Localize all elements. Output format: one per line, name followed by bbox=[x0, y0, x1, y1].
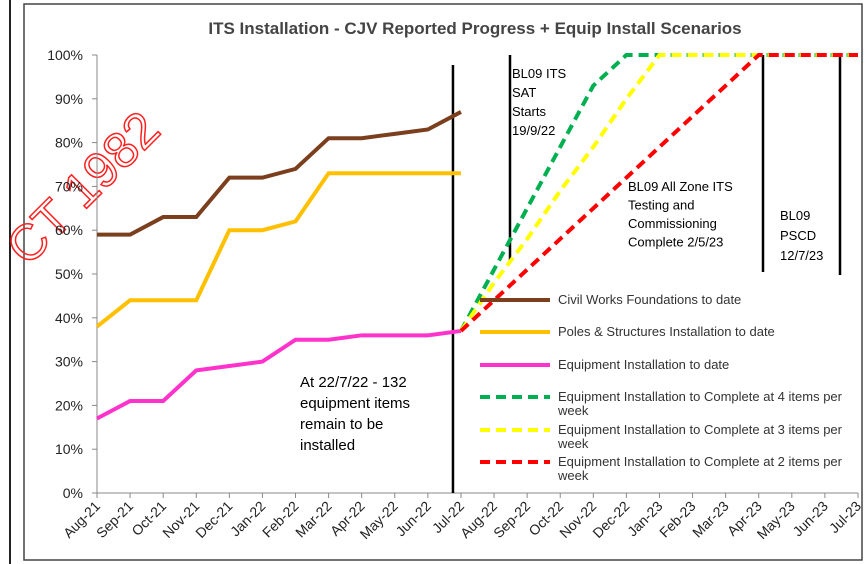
y-tick-label: 60% bbox=[55, 222, 83, 238]
x-tick-label: Dec-21 bbox=[192, 498, 235, 541]
y-tick-label: 80% bbox=[55, 135, 83, 151]
watermark: CT 1982 bbox=[0, 101, 170, 276]
annotation: equipment items bbox=[300, 395, 410, 412]
x-tick-label: May-23 bbox=[754, 498, 798, 542]
legend-label: Poles & Structures Installation to date bbox=[558, 324, 775, 339]
annotation: 12/7/23 bbox=[780, 248, 823, 263]
annotation: installed bbox=[300, 437, 355, 454]
annotation: remain to be bbox=[300, 416, 383, 433]
series-line bbox=[95, 171, 461, 329]
annotation: Commissioning bbox=[628, 216, 717, 231]
y-tick-label: 50% bbox=[55, 266, 83, 282]
x-tick-label: Feb-23 bbox=[656, 498, 699, 541]
y-tick-label: 10% bbox=[55, 441, 83, 457]
series-line bbox=[97, 110, 462, 237]
annotation: At 22/7/22 - 132 bbox=[300, 374, 407, 391]
annotation: BL09 ITS bbox=[512, 66, 567, 81]
x-tick-label: Jun-23 bbox=[789, 498, 831, 540]
x-tick-label: Mar-22 bbox=[292, 498, 335, 541]
x-tick-label: May-22 bbox=[357, 498, 401, 542]
chart-title: ITS Installation - CJV Reported Progress… bbox=[208, 19, 741, 38]
annotation: Complete 2/5/23 bbox=[628, 235, 723, 250]
annotation: Starts bbox=[512, 104, 546, 119]
x-tick-label: Jun-22 bbox=[392, 498, 434, 540]
x-tick-label: Mar-23 bbox=[689, 498, 732, 541]
y-tick-label: 90% bbox=[55, 91, 83, 107]
y-tick-label: 0% bbox=[63, 485, 83, 501]
y-tick-label: 20% bbox=[55, 397, 83, 413]
y-tick-label: 70% bbox=[55, 178, 83, 194]
x-tick-label: Dec-22 bbox=[589, 498, 632, 541]
y-tick-label: 30% bbox=[55, 354, 83, 370]
annotation: Testing and bbox=[628, 198, 695, 213]
legend-label: Equipment Installation to Complete at 3 … bbox=[558, 422, 842, 451]
x-tick-label: Sep-21 bbox=[93, 498, 136, 541]
annotation: SAT bbox=[512, 85, 536, 100]
legend-label: Equipment Installation to Complete at 4 … bbox=[558, 389, 842, 418]
legend-label: Equipment Installation to Complete at 2 … bbox=[558, 454, 842, 483]
y-tick-label: 40% bbox=[55, 310, 83, 326]
series-line bbox=[96, 328, 462, 421]
legend-label: Equipment Installation to date bbox=[558, 357, 730, 372]
y-tick-label: 100% bbox=[47, 47, 83, 63]
x-tick-label: Jul-23 bbox=[826, 498, 864, 536]
chart-frame bbox=[23, 3, 863, 561]
series-line bbox=[459, 53, 858, 333]
annotation: BL09 bbox=[780, 208, 810, 223]
annotation: PSCD bbox=[780, 228, 816, 243]
legend-label: Civil Works Foundations to date bbox=[558, 292, 742, 307]
annotation: BL09 All Zone ITS bbox=[628, 179, 733, 194]
annotation: 19/9/22 bbox=[512, 123, 555, 138]
x-tick-label: Feb-22 bbox=[259, 498, 302, 541]
x-tick-label: Sep-22 bbox=[490, 498, 533, 541]
